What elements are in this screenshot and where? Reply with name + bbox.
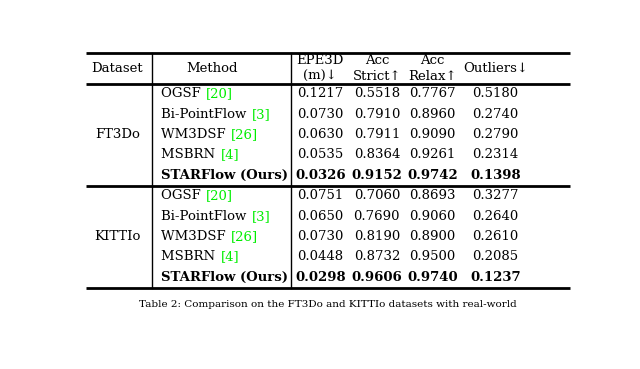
- Text: Outliers↓: Outliers↓: [463, 62, 528, 75]
- Text: 0.9090: 0.9090: [410, 128, 456, 141]
- Text: 0.7910: 0.7910: [354, 108, 400, 121]
- Text: 0.2790: 0.2790: [472, 128, 518, 141]
- Text: 0.8364: 0.8364: [354, 148, 400, 162]
- Text: 0.2740: 0.2740: [472, 108, 518, 121]
- Text: 0.9261: 0.9261: [410, 148, 456, 162]
- Text: MSBRN: MSBRN: [161, 251, 220, 263]
- Text: Acc
Strict↑: Acc Strict↑: [353, 54, 401, 83]
- Text: 0.8693: 0.8693: [410, 189, 456, 202]
- Text: OGSF: OGSF: [161, 189, 205, 202]
- Text: 0.0730: 0.0730: [297, 108, 344, 121]
- Text: [4]: [4]: [221, 148, 239, 162]
- Text: Table 2: Comparison on the FT3Do and KITTIo datasets with real-world: Table 2: Comparison on the FT3Do and KIT…: [139, 300, 517, 309]
- Text: 0.0730: 0.0730: [297, 230, 344, 243]
- Text: MSBRN: MSBRN: [161, 148, 220, 162]
- Text: 0.1398: 0.1398: [470, 169, 521, 182]
- Text: 0.7060: 0.7060: [354, 189, 400, 202]
- Text: 0.9742: 0.9742: [407, 169, 458, 182]
- Text: [3]: [3]: [252, 210, 271, 223]
- Text: [20]: [20]: [206, 189, 233, 202]
- Text: 0.9606: 0.9606: [351, 271, 402, 284]
- Text: 0.2640: 0.2640: [472, 210, 518, 223]
- Text: 0.0326: 0.0326: [295, 169, 346, 182]
- Text: 0.2085: 0.2085: [472, 251, 518, 263]
- Text: 0.5180: 0.5180: [472, 87, 518, 100]
- Text: 0.8190: 0.8190: [354, 230, 400, 243]
- Text: 0.9060: 0.9060: [410, 210, 456, 223]
- Text: 0.2314: 0.2314: [472, 148, 518, 162]
- Text: 0.0650: 0.0650: [297, 210, 344, 223]
- Text: WM3DSF: WM3DSF: [161, 230, 230, 243]
- Text: Bi-PointFlow: Bi-PointFlow: [161, 210, 251, 223]
- Text: 0.9500: 0.9500: [410, 251, 456, 263]
- Text: Bi-PointFlow: Bi-PointFlow: [161, 108, 251, 121]
- Text: 0.2610: 0.2610: [472, 230, 518, 243]
- Text: EPE3D
(m)↓: EPE3D (m)↓: [296, 54, 344, 83]
- Text: 0.0298: 0.0298: [295, 271, 346, 284]
- Text: [3]: [3]: [252, 108, 271, 121]
- Text: [20]: [20]: [206, 87, 233, 100]
- Text: OGSF: OGSF: [161, 87, 205, 100]
- Text: 0.8900: 0.8900: [410, 230, 456, 243]
- Text: Method: Method: [186, 62, 237, 75]
- Text: [26]: [26]: [231, 128, 258, 141]
- Text: STARFlow (Ours): STARFlow (Ours): [161, 169, 289, 182]
- Text: [26]: [26]: [231, 230, 258, 243]
- Text: 0.5518: 0.5518: [354, 87, 400, 100]
- Text: 0.7767: 0.7767: [410, 87, 456, 100]
- Text: FT3Do: FT3Do: [95, 128, 140, 141]
- Text: 0.8960: 0.8960: [410, 108, 456, 121]
- Text: Dataset: Dataset: [92, 62, 143, 75]
- Text: 0.1237: 0.1237: [470, 271, 521, 284]
- Text: 0.7911: 0.7911: [354, 128, 400, 141]
- Text: Acc
Relax↑: Acc Relax↑: [408, 54, 457, 83]
- Text: 0.0535: 0.0535: [297, 148, 344, 162]
- Text: [4]: [4]: [221, 251, 239, 263]
- Text: STARFlow (Ours): STARFlow (Ours): [161, 271, 289, 284]
- Text: 0.0448: 0.0448: [297, 251, 343, 263]
- Text: WM3DSF: WM3DSF: [161, 128, 230, 141]
- Text: 0.0751: 0.0751: [297, 189, 344, 202]
- Text: KITTIo: KITTIo: [94, 230, 140, 243]
- Text: 0.0630: 0.0630: [297, 128, 344, 141]
- Text: 0.3277: 0.3277: [472, 189, 518, 202]
- Text: 0.7690: 0.7690: [353, 210, 400, 223]
- Text: 0.9152: 0.9152: [351, 169, 403, 182]
- Text: 0.1217: 0.1217: [297, 87, 344, 100]
- Text: 0.8732: 0.8732: [354, 251, 400, 263]
- Text: 0.9740: 0.9740: [407, 271, 458, 284]
